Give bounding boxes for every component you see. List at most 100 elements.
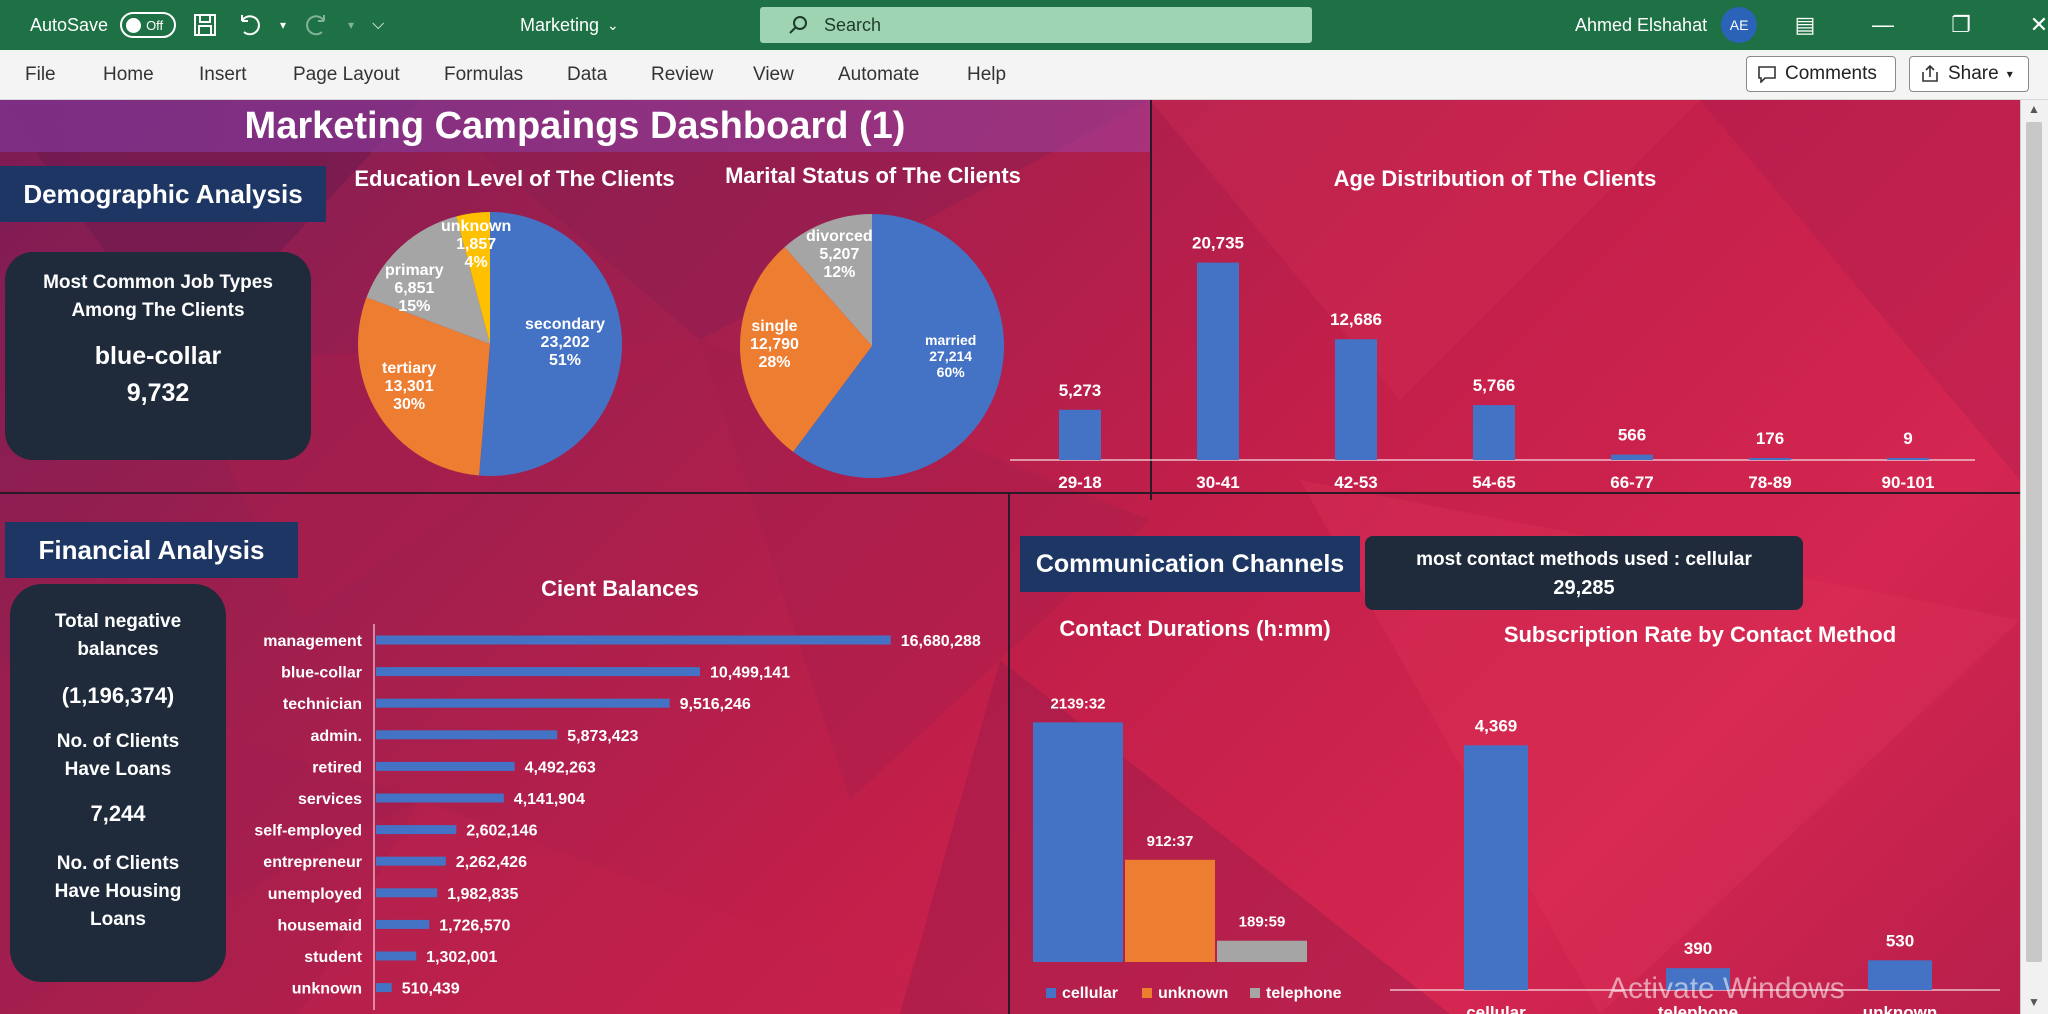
menu-data[interactable]: Data — [567, 64, 608, 85]
balances-category-label: student — [304, 949, 362, 966]
education-slice-secondary — [479, 212, 623, 476]
save-icon[interactable] — [192, 12, 218, 38]
neg-balances-label-2: balances — [77, 639, 159, 660]
menu-page-layout[interactable]: Page Layout — [293, 64, 400, 85]
horizontal-divider — [0, 492, 2020, 494]
duration-legend-swatch-cellular — [1046, 988, 1056, 998]
subscription-category-label: telephone — [1658, 1003, 1738, 1014]
menu-view[interactable]: View — [753, 64, 794, 85]
scroll-up-icon[interactable]: ▲ — [2028, 102, 2040, 116]
minimize-icon[interactable]: — — [1872, 12, 1894, 37]
edu-label-primary: primary 6,851 15% — [385, 262, 444, 315]
duration-value-label: 912:37 — [1147, 833, 1194, 850]
education-pie-chart — [358, 212, 623, 476]
balances-category-label: admin. — [310, 728, 362, 745]
balances-category-label: technician — [283, 696, 362, 713]
duration-value-label: 2139:32 — [1050, 695, 1105, 712]
education-slice-tertiary — [358, 297, 490, 476]
marital-chart-title: Marital Status of The Clients — [725, 163, 1021, 188]
share-label: Share — [1948, 63, 1999, 84]
balances-bar — [376, 888, 438, 898]
share-button[interactable]: Share ▾ — [1909, 56, 2029, 92]
education-slice-unknown — [456, 212, 490, 344]
mar-label-divorced: divorced 5,207 12% — [806, 228, 873, 281]
undo-icon[interactable] — [236, 12, 262, 38]
balances-bar-chart: management 16,680,288 blue-collar 10,499,14… — [254, 624, 981, 1010]
balances-category-label: entrepreneur — [263, 854, 362, 871]
edu-label-unknown: unknown 1,857 4% — [441, 218, 512, 271]
balances-category-label: retired — [312, 759, 362, 776]
marital-slice-single — [740, 247, 872, 452]
balances-value-label: 510,439 — [402, 981, 460, 998]
contact-method-value: 29,285 — [1553, 577, 1615, 599]
menu-automate[interactable]: Automate — [838, 64, 920, 85]
subscription-bar — [1464, 745, 1528, 990]
autosave-toggle[interactable]: Off — [120, 12, 177, 38]
restore-icon[interactable]: ❐ — [1951, 12, 1971, 37]
title-bar: AutoSave Off ▾ ▾ ⌵ Marketing ⌄ Search Ah… — [0, 0, 2048, 50]
housing-label-3: Loans — [90, 909, 146, 930]
balances-value-label: 9,516,246 — [680, 696, 751, 713]
balances-bar — [376, 698, 670, 708]
avatar[interactable]: AE — [1721, 7, 1758, 43]
redo-dropdown-icon: ▾ — [348, 18, 355, 32]
menu-formulas[interactable]: Formulas — [444, 64, 524, 85]
age-bar — [1887, 458, 1929, 460]
subscription-value-label: 390 — [1684, 939, 1712, 958]
balances-bar — [376, 983, 392, 993]
age-bar-chart: 5,273 29-18 20,735 30-41 12,686 42-53 5,766 54-… — [1010, 234, 1975, 490]
duration-chart-title: Contact Durations (h:mm) — [1059, 616, 1331, 641]
balances-value-label: 1,982,835 — [447, 886, 518, 903]
age-category-label: 29-18 — [1058, 473, 1101, 490]
scroll-down-icon[interactable]: ▼ — [2028, 995, 2040, 1009]
balances-category-label: management — [263, 633, 362, 650]
undo-dropdown-icon[interactable]: ▾ — [280, 18, 287, 32]
duration-bar — [1125, 859, 1215, 962]
mar-label-single: single 12,790 28% — [750, 318, 799, 371]
age-category-label: 66-77 — [1610, 473, 1653, 490]
menu-insert[interactable]: Insert — [199, 64, 247, 85]
comments-label: Comments — [1785, 63, 1877, 84]
dashboard: Marketing Campaings Dashboard (1) Demogr… — [0, 100, 2020, 1014]
menu-home[interactable]: Home — [103, 64, 154, 85]
contact-method-card: most contact methods used : cellular 29,… — [1365, 536, 1803, 610]
balances-category-label: unemployed — [268, 886, 362, 903]
scroll-thumb[interactable] — [2026, 122, 2042, 962]
balances-category-label: housemaid — [278, 917, 362, 934]
menu-review[interactable]: Review — [651, 64, 714, 85]
comments-button[interactable]: Comments — [1746, 56, 1896, 92]
marital-pie-chart — [740, 214, 1004, 478]
duration-bar — [1217, 940, 1307, 962]
age-bar — [1197, 262, 1239, 460]
doc-title[interactable]: Marketing ⌄ — [520, 0, 619, 50]
balances-value-label: 5,873,423 — [567, 728, 638, 745]
subscription-value-label: 530 — [1886, 931, 1914, 950]
financial-card: Total negative balances (1,196,374) No. … — [10, 584, 226, 982]
duration-legend-swatch-telephone — [1250, 988, 1260, 998]
ribbon-display-icon[interactable]: ▤ — [1794, 12, 1816, 37]
autosave-state: Off — [146, 17, 164, 33]
vertical-divider — [1150, 100, 1152, 500]
housing-label-1: No. of Clients — [56, 853, 180, 874]
balances-value-label: 2,602,146 — [466, 823, 537, 840]
age-bar — [1473, 405, 1515, 460]
vertical-scrollbar[interactable]: ▲ ▼ — [2020, 100, 2048, 1014]
balances-bar — [376, 667, 700, 677]
user-name: Ahmed Elshahat — [1575, 14, 1708, 35]
close-icon[interactable]: ✕ — [2029, 12, 2048, 37]
menu-file[interactable]: File — [25, 64, 56, 85]
menu-help[interactable]: Help — [967, 64, 1007, 85]
age-category-label: 30-41 — [1196, 473, 1239, 490]
age-value-label: 5,766 — [1473, 376, 1516, 395]
toggle-knob-icon — [126, 17, 142, 33]
balances-bar — [376, 951, 417, 961]
subscription-category-label: unknown — [1863, 1003, 1938, 1014]
balances-bar — [376, 761, 515, 771]
job-card-heading-1: Most Common Job Types — [43, 272, 273, 293]
loans-label-1: No. of Clients — [56, 731, 180, 752]
search-input[interactable]: Search — [760, 7, 1312, 43]
subscription-value-label: 4,369 — [1475, 716, 1518, 735]
duration-value-label: 189:59 — [1239, 914, 1286, 931]
mar-label-married: married 27,214 60% — [925, 332, 977, 380]
customize-toolbar-icon[interactable]: ⌵ — [372, 16, 385, 33]
